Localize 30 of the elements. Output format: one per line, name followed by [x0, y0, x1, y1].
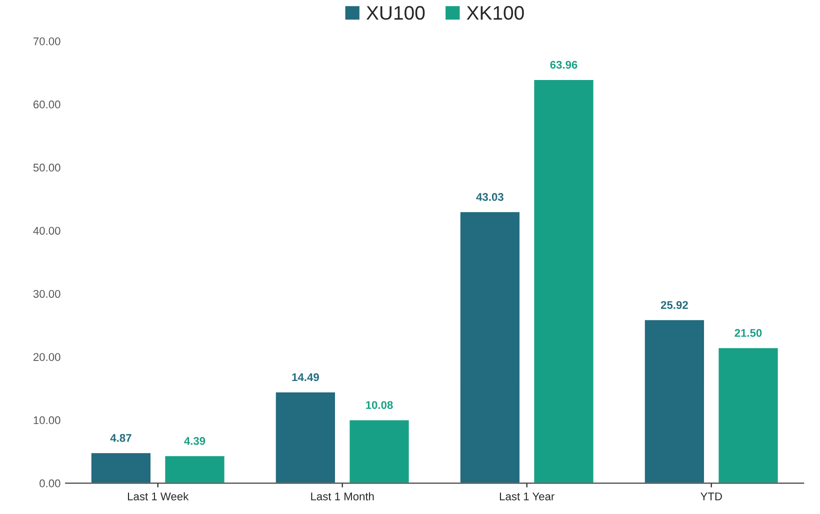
- y-tick-label: 10.00: [34, 416, 60, 424]
- bar: [458, 210, 521, 484]
- data-label: 4.39: [184, 437, 206, 445]
- y-tick-label: 70.00: [34, 37, 60, 46]
- y-tick-label: 40.00: [33, 226, 60, 235]
- data-label: 4.87: [110, 434, 132, 442]
- y-tick-label: 60.00: [34, 100, 60, 108]
- bar: [643, 318, 706, 484]
- data-label: 63.96: [550, 60, 578, 69]
- y-tick-label: 30.00: [33, 290, 60, 298]
- y-tick-label: 0.00: [40, 479, 60, 488]
- data-label: 14.49: [292, 373, 319, 382]
- data-label: 43.03: [476, 193, 504, 201]
- x-tick-label: Last 1 Year: [500, 492, 554, 500]
- x-tick-label: Last 1 Month: [311, 492, 374, 500]
- bar: [164, 454, 226, 484]
- y-tick-label: 50.00: [33, 164, 60, 172]
- data-label: 25.92: [660, 301, 688, 309]
- legend-label: XK100: [466, 6, 524, 20]
- bar: [532, 78, 595, 484]
- data-label: 10.08: [366, 401, 393, 409]
- x-tick-label: YTD: [700, 492, 722, 500]
- y-tick-label: 20.00: [33, 353, 60, 361]
- legend-label: XU100: [366, 6, 425, 20]
- bar: [717, 346, 780, 484]
- bar: [348, 418, 410, 484]
- bar: [274, 390, 336, 484]
- data-label: 21.50: [734, 328, 762, 337]
- x-tick-label: Last 1 Week: [128, 492, 189, 500]
- bar: [90, 452, 152, 484]
